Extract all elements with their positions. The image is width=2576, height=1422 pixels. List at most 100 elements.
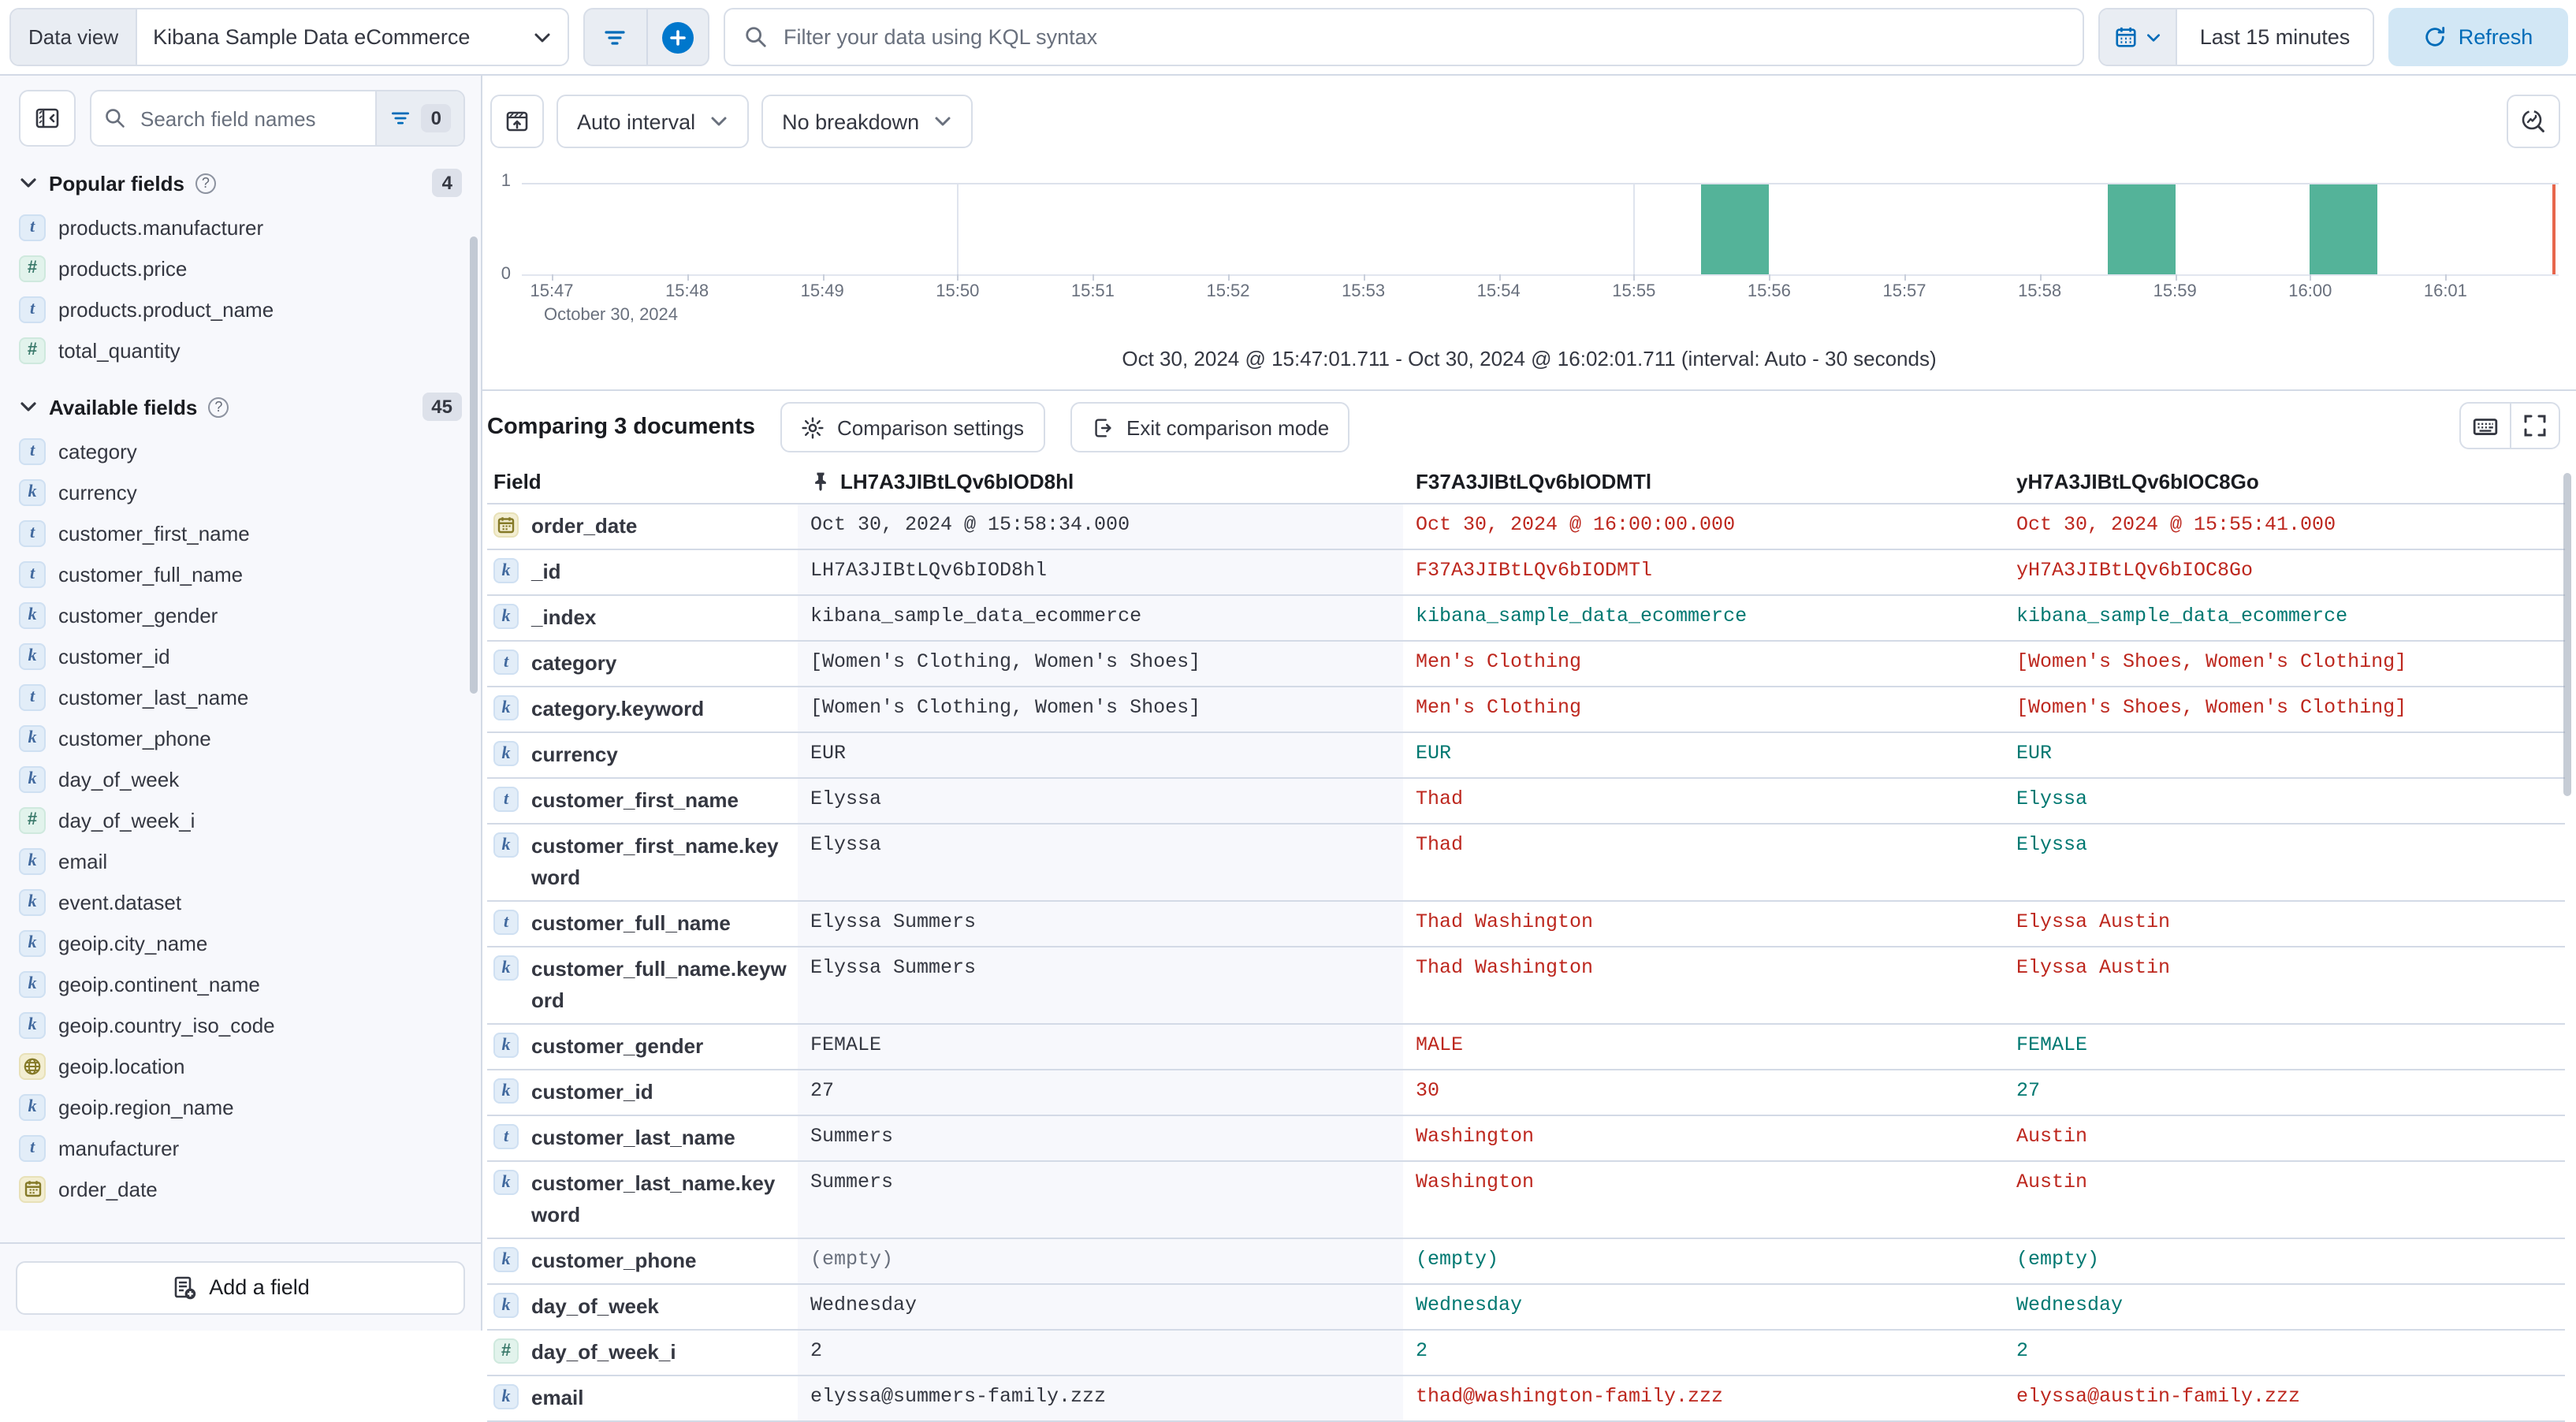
- sidebar-field-category[interactable]: t category: [0, 430, 481, 471]
- comparison-settings-button[interactable]: Comparison settings: [780, 402, 1044, 452]
- table-row: t customer_first_name Elyssa Thad Elyssa: [487, 779, 2565, 825]
- sidebar-footer: Add a field: [0, 1242, 481, 1331]
- exit-comparison-label: Exit comparison mode: [1126, 415, 1330, 439]
- refresh-button[interactable]: Refresh: [2388, 8, 2568, 66]
- sidebar-field-geoip.continent_name[interactable]: k geoip.continent_name: [0, 963, 481, 1004]
- sidebar-field-currency[interactable]: k currency: [0, 471, 481, 512]
- sidebar-field-total_quantity[interactable]: # total_quantity: [0, 329, 481, 370]
- x-axis-tick: [2175, 274, 2177, 281]
- field-name: category.keyword: [531, 697, 705, 720]
- table-row: t category [Women's Clothing, Women's Shoe…: [487, 642, 2565, 687]
- fullscreen-icon-button[interactable]: [2510, 404, 2559, 448]
- sidebar-scrollbar[interactable]: [470, 236, 478, 694]
- x-axis-tick-label: 15:48: [665, 282, 709, 301]
- value-cell: Washington: [1416, 1171, 1535, 1193]
- add-filter-button[interactable]: [646, 9, 708, 65]
- chart-gridline: [1633, 184, 1636, 274]
- histogram-bar[interactable]: [1701, 184, 1770, 274]
- field-label: total_quantity: [58, 338, 181, 362]
- field-label: currency: [58, 480, 137, 504]
- sidebar-field-geoip.location[interactable]: geoip.location: [0, 1045, 481, 1086]
- add-field-button[interactable]: Add a field: [16, 1260, 465, 1314]
- sidebar-field-products.manufacturer[interactable]: t products.manufacturer: [0, 207, 481, 248]
- kql-search-bar[interactable]: [724, 8, 2084, 66]
- keyword-field-icon: k: [19, 1011, 46, 1038]
- text-field-icon: t: [493, 910, 519, 935]
- sidebar-field-day_of_week[interactable]: k day_of_week: [0, 758, 481, 799]
- document-column-header[interactable]: yH7A3JIBtLQv6bIOC8Go: [2016, 470, 2259, 493]
- table-scrollbar[interactable]: [2563, 473, 2571, 796]
- kql-query-input[interactable]: [780, 24, 2064, 50]
- field-filter-count-badge: 0: [421, 104, 451, 132]
- sidebar-field-customer_full_name[interactable]: t customer_full_name: [0, 553, 481, 594]
- hide-chart-button[interactable]: [490, 95, 544, 148]
- chevron-down-icon[interactable]: [19, 397, 38, 416]
- value-cell: Thad: [1416, 788, 1464, 810]
- value-cell: [Women's Shoes, Women's Clothing]: [2016, 697, 2407, 719]
- keyboard-shortcuts-button[interactable]: [2461, 404, 2510, 448]
- time-range-value-button[interactable]: Last 15 minutes: [2177, 9, 2373, 65]
- table-row: k customer_id 27 30 27: [487, 1070, 2565, 1116]
- value-cell: Men's Clothing: [1416, 651, 1582, 673]
- document-column-header[interactable]: F37A3JIBtLQv6bIODMTl: [1416, 470, 1652, 493]
- chevron-down-icon[interactable]: [19, 173, 38, 192]
- sidebar-field-products.product_name[interactable]: t products.product_name: [0, 288, 481, 329]
- edit-visualization-button[interactable]: [2507, 95, 2560, 148]
- value-cell: 30: [1416, 1080, 1440, 1102]
- sidebar-field-geoip.region_name[interactable]: k geoip.region_name: [0, 1086, 481, 1127]
- histogram-bar[interactable]: [2107, 184, 2176, 274]
- x-axis-tick-label: 15:47: [530, 282, 574, 301]
- table-row: # day_of_week_i 2 2 2: [487, 1331, 2565, 1376]
- text-field-icon: t: [19, 214, 46, 240]
- text-field-icon: t: [493, 787, 519, 812]
- sidebar-field-day_of_week_i[interactable]: # day_of_week_i: [0, 799, 481, 840]
- sidebar-field-geoip.city_name[interactable]: k geoip.city_name: [0, 922, 481, 963]
- sidebar-field-order_date[interactable]: order_date: [0, 1168, 481, 1209]
- field-search-input[interactable]: [137, 105, 363, 132]
- sidebar-field-customer_first_name[interactable]: t customer_first_name: [0, 512, 481, 553]
- fields-sidebar: 0 Popular fields ? 4 t products.manufactu…: [0, 76, 482, 1331]
- sidebar-field-customer_last_name[interactable]: t customer_last_name: [0, 676, 481, 717]
- collapse-sidebar-button[interactable]: [19, 90, 76, 147]
- value-cell: (empty): [1416, 1249, 1499, 1271]
- sidebar-field-customer_phone[interactable]: k customer_phone: [0, 717, 481, 758]
- table-row: k _id LH7A3JIBtLQv6bIOD8hl F37A3JIBtLQv6bIO…: [487, 550, 2565, 596]
- keyword-field-icon: k: [493, 604, 519, 629]
- value-cell: elyssa@summers-family.zzz: [798, 1376, 1403, 1420]
- field-name: _index: [531, 605, 597, 629]
- field-name: customer_full_name: [531, 911, 731, 935]
- quick-select-menu-button[interactable]: [2100, 9, 2177, 65]
- table-row: k email elyssa@summers-family.zzz thad@wash…: [487, 1376, 2565, 1422]
- breakdown-select[interactable]: No breakdown: [761, 95, 973, 148]
- value-cell: MALE: [1416, 1034, 1464, 1056]
- histogram-bar[interactable]: [2310, 184, 2378, 274]
- value-cell: Thad Washington: [1416, 957, 1594, 979]
- field-name: order_date: [531, 514, 638, 538]
- sidebar-field-email[interactable]: k email: [0, 840, 481, 881]
- sidebar-field-event.dataset[interactable]: k event.dataset: [0, 881, 481, 922]
- x-axis-tick: [2039, 274, 2042, 281]
- plus-icon: [661, 21, 694, 53]
- value-cell: Elyssa Summers: [798, 947, 1403, 1023]
- top-navigation-bar: Data view Kibana Sample Data eCommerce: [0, 0, 2576, 76]
- x-axis-tick-label: 15:51: [1070, 282, 1115, 301]
- exit-comparison-button[interactable]: Exit comparison mode: [1070, 402, 1350, 452]
- pinned-document-column-header[interactable]: LH7A3JIBtLQv6bIOD8hl: [798, 462, 1403, 503]
- x-axis-tick: [957, 274, 959, 281]
- saved-query-filter-button[interactable]: [585, 9, 646, 65]
- interval-select[interactable]: Auto interval: [557, 95, 750, 148]
- field-name: customer_phone: [531, 1249, 697, 1272]
- sidebar-field-customer_gender[interactable]: k customer_gender: [0, 594, 481, 635]
- field-cell: k customer_first_name.keyword: [487, 825, 798, 900]
- available-fields-title: Available fields: [49, 395, 198, 419]
- sidebar-field-customer_id[interactable]: k customer_id: [0, 635, 481, 676]
- data-view-picker[interactable]: Data view Kibana Sample Data eCommerce: [9, 8, 569, 66]
- sidebar-field-products.price[interactable]: # products.price: [0, 248, 481, 288]
- field-filter-button[interactable]: 0: [375, 91, 463, 145]
- popular-fields-list: t products.manufacturer # products.price t pr…: [0, 203, 481, 370]
- value-cell: Austin: [2016, 1171, 2088, 1193]
- sidebar-field-manufacturer[interactable]: t manufacturer: [0, 1127, 481, 1168]
- field-column-header: Field: [493, 470, 542, 493]
- chevron-down-icon: [2146, 29, 2161, 45]
- sidebar-field-geoip.country_iso_code[interactable]: k geoip.country_iso_code: [0, 1004, 481, 1045]
